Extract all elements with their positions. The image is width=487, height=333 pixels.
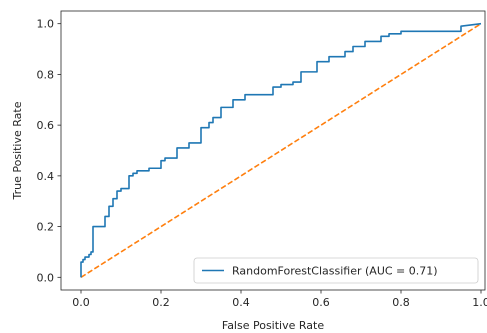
y-tick-label: 0.8 — [37, 68, 55, 81]
y-axis: 0.0 0.2 0.4 0.6 0.8 1.0 — [37, 18, 61, 284]
x-tick-label: 0.6 — [312, 296, 330, 309]
legend-label: RandomForestClassifier (AUC = 0.71) — [232, 265, 438, 278]
legend-box — [193, 257, 479, 284]
x-axis: 0.0 0.2 0.4 0.6 0.8 1.0 — [72, 290, 487, 309]
x-tick-label: 0.4 — [232, 296, 250, 309]
x-tick-label: 0.0 — [72, 296, 90, 309]
x-tick-label: 0.2 — [152, 296, 170, 309]
chance-diagonal-line — [80, 23, 482, 278]
x-axis-label: False Positive Rate — [222, 319, 324, 332]
plot-area — [80, 22, 482, 278]
axes-frame — [60, 10, 486, 291]
y-tick-label: 0.4 — [37, 170, 55, 183]
legend: RandomForestClassifier (AUC = 0.71) — [193, 257, 479, 284]
x-tick-label: 1.0 — [472, 296, 487, 309]
x-tick-label: 0.8 — [392, 296, 410, 309]
y-tick-label: 0.2 — [37, 221, 55, 234]
y-axis-label: True Positive Rate — [11, 101, 24, 200]
roc-curve-line — [80, 22, 482, 278]
y-tick-label: 0.0 — [37, 271, 55, 284]
y-tick-label: 0.6 — [37, 119, 55, 132]
y-tick-label: 1.0 — [37, 18, 55, 31]
